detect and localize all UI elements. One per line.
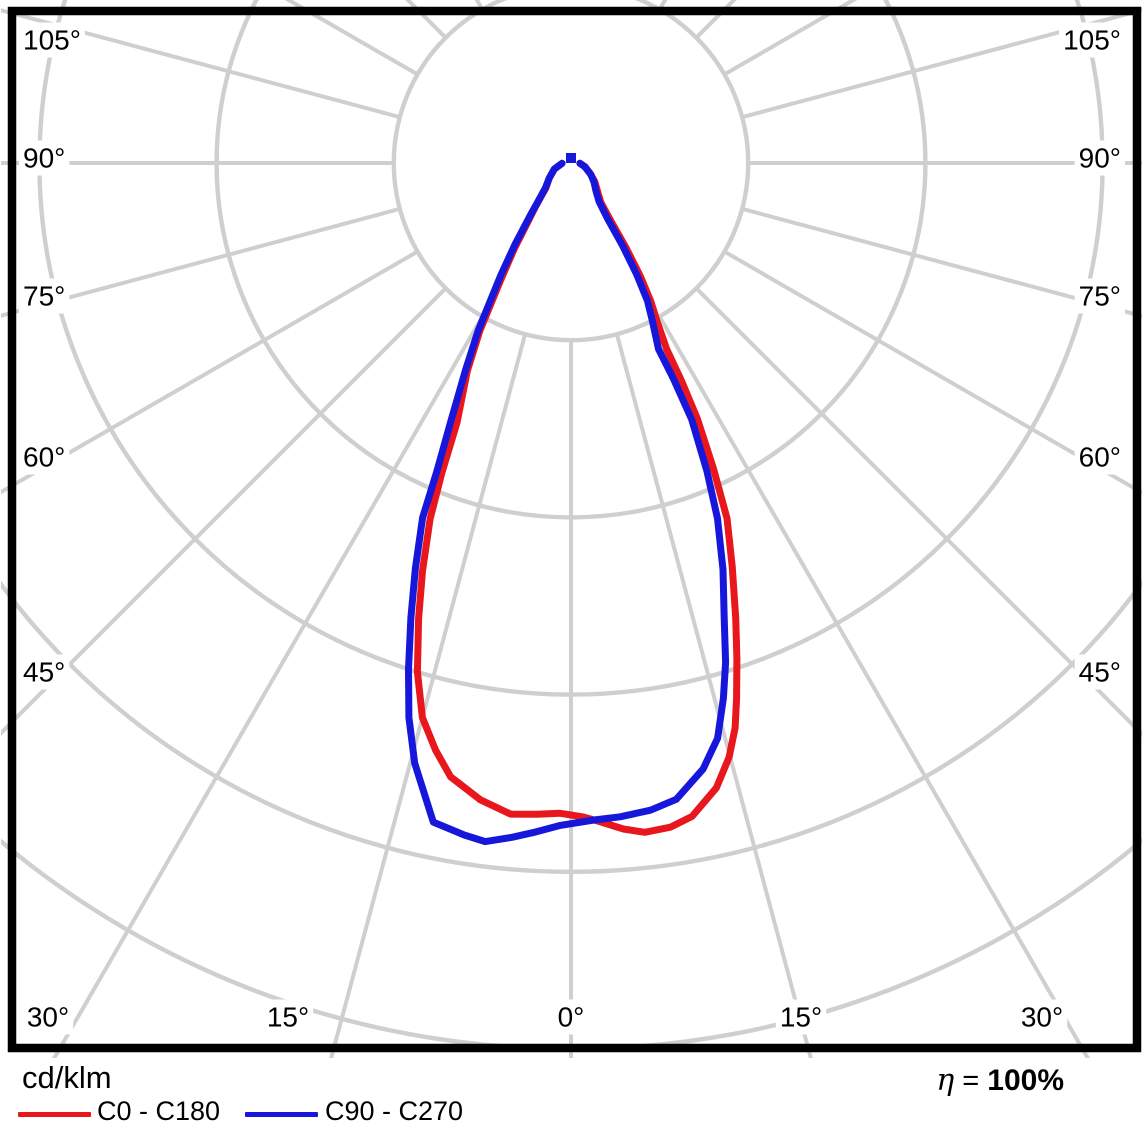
- grid-radial: [694, 286, 1142, 737]
- angle-label-left-75°: 75°: [23, 281, 65, 312]
- angle-label-left-105°: 105°: [23, 25, 81, 56]
- angle-label-left-60°: 60°: [23, 442, 65, 473]
- legend: C0 - C180 C90 - C270: [0, 1096, 1143, 1136]
- grid-radial: [614, 333, 813, 1058]
- grid-radial: [1, 249, 419, 495]
- label-mask: [262, 999, 314, 1035]
- efficiency-label: η = 100%: [936, 1063, 1064, 1098]
- curve-c90-c270: [405, 159, 730, 846]
- label-mask: [1074, 439, 1125, 475]
- angle-label-bottom-2: 0°: [558, 1002, 585, 1033]
- label-mask: [775, 999, 827, 1035]
- angle-label-bottom-4: 30°: [1021, 1002, 1063, 1033]
- grid-radial: [723, 249, 1142, 495]
- label-mask: [19, 22, 85, 58]
- label-mask: [1016, 999, 1068, 1035]
- angle-label-right-45°: 45°: [1079, 657, 1121, 688]
- label-mask: [19, 278, 70, 314]
- label-mask: [1074, 654, 1125, 690]
- grid-radial: [741, 7, 1142, 120]
- eta-symbol: η: [936, 1063, 955, 1098]
- legend-swatch-c0-c180: [18, 1112, 91, 1117]
- eta-equals: =: [962, 1065, 980, 1097]
- label-mask: [553, 999, 589, 1035]
- grid-radial: [657, 315, 1091, 1058]
- label-mask: [19, 140, 70, 176]
- angle-label-bottom-0: 30°: [27, 1002, 69, 1033]
- angle-label-right-90°: 90°: [1079, 143, 1121, 174]
- angle-label-bottom-1: 15°: [267, 1002, 309, 1033]
- angle-label-bottom-3: 15°: [780, 1002, 822, 1033]
- curve-apex-marker: [566, 153, 576, 163]
- grid-ring: [391, 0, 751, 343]
- angle-label-left-45°: 45°: [23, 657, 65, 688]
- angle-label-left-90°: 90°: [23, 143, 65, 174]
- angle-label-right-105°: 105°: [1063, 25, 1121, 56]
- legend-swatch-c90-c270: [245, 1112, 318, 1117]
- label-mask: [19, 654, 70, 690]
- label-mask: [1059, 22, 1125, 58]
- angle-label-right-75°: 75°: [1079, 281, 1121, 312]
- legend-label-c90-c270: C90 - C270: [325, 1096, 464, 1126]
- label-mask: [1074, 140, 1125, 176]
- label-mask: [19, 439, 70, 475]
- grid-radial: [1, 8, 401, 120]
- grid-radial: [1, 286, 448, 736]
- grid-radial: [329, 333, 528, 1058]
- eta-value: 100%: [987, 1064, 1064, 1097]
- label-mask: [1074, 278, 1125, 314]
- chart-frame: [7, 6, 1142, 1053]
- polar-chart: 105° 90° 75° 60° 45° 105° 90° 75° 60° 45° 30° 15° 0°…: [1, 0, 1142, 1058]
- units-label: cd/klm: [22, 1060, 112, 1095]
- grid-radial: [1, 206, 401, 318]
- label-mask: [22, 999, 74, 1035]
- grid-radial: [741, 206, 1142, 319]
- angle-label-right-60°: 60°: [1079, 442, 1121, 473]
- legend-label-c0-c180: C0 - C180: [97, 1096, 221, 1126]
